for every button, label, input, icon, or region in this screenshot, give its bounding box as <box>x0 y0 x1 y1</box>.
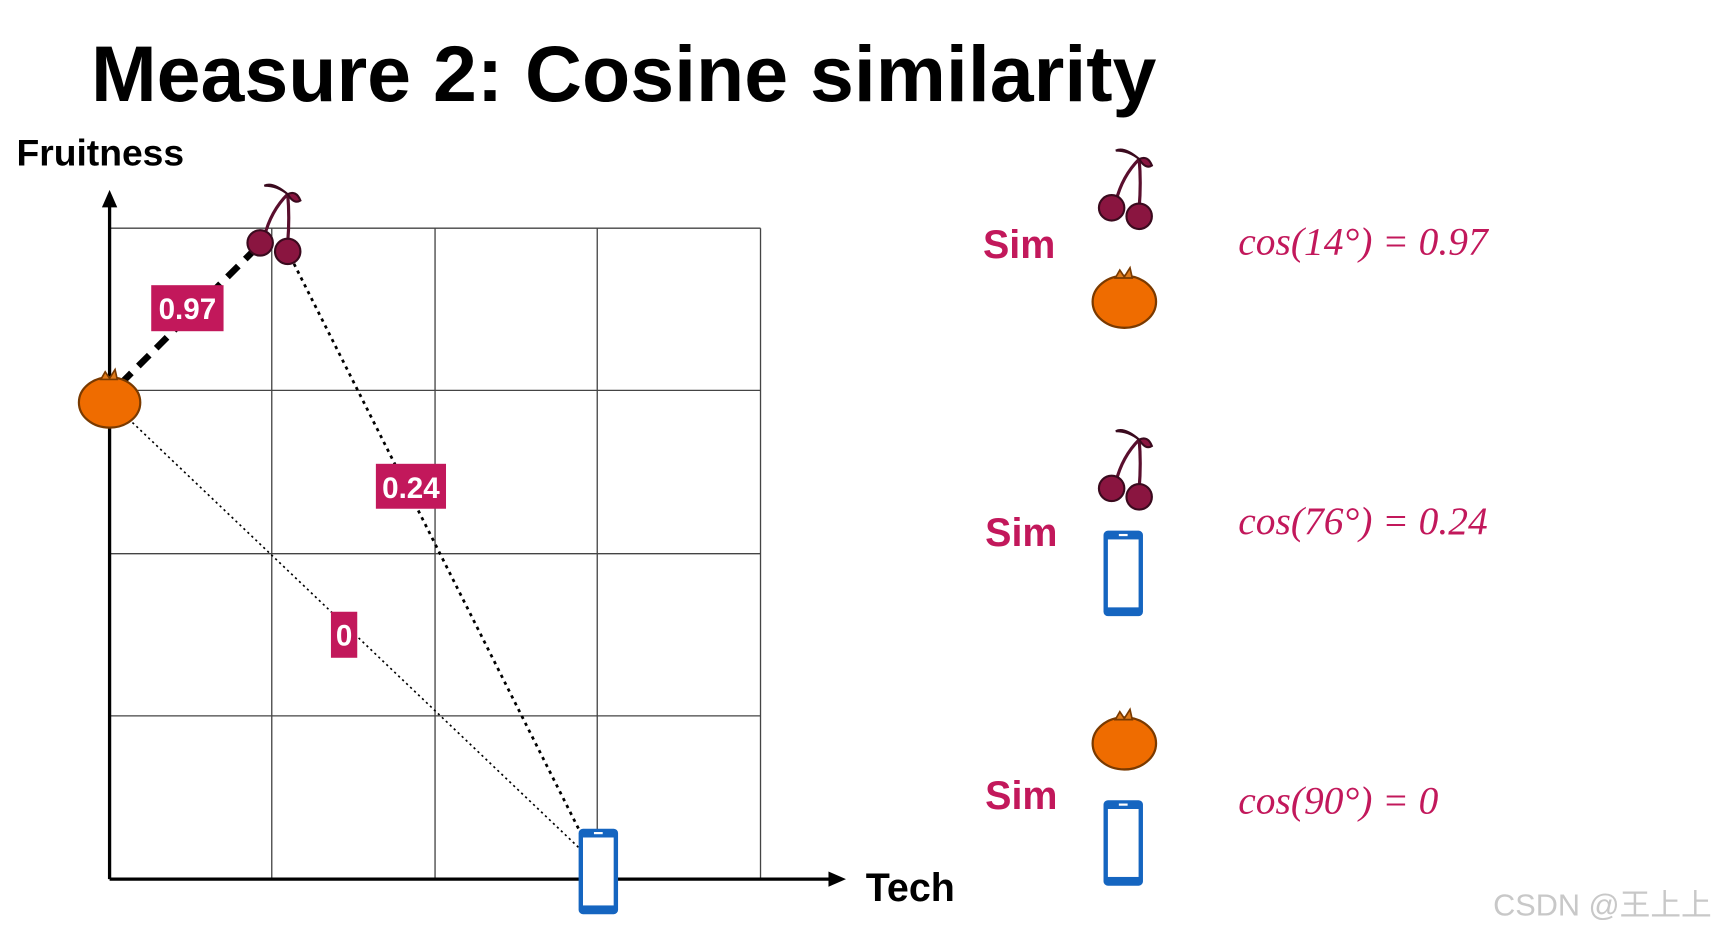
cherry-icon <box>1097 428 1154 512</box>
cosine-formula: cos(76°) = 0.24 <box>1238 499 1487 543</box>
vector-lines <box>118 239 588 851</box>
phone-icon <box>1103 800 1143 886</box>
orange-icon <box>1091 708 1158 771</box>
watermark: CSDN @王上上 <box>1493 887 1712 922</box>
y-axis-label: Fruitness <box>16 132 184 174</box>
edge-label-box <box>375 463 447 509</box>
axes <box>101 189 846 887</box>
edge-label-box <box>330 611 358 658</box>
edge-label: 0.24 <box>382 472 440 505</box>
edge-label-box <box>151 285 224 332</box>
orange-icon <box>1091 266 1158 329</box>
x-axis-label: Tech <box>866 866 955 910</box>
phone-icon <box>1103 530 1143 617</box>
edge-label: 0 <box>336 620 352 653</box>
sim-label: Sim <box>983 223 1055 267</box>
edge-label: 0.97 <box>159 293 217 326</box>
sim-label: Sim <box>985 774 1057 818</box>
cherry-icon <box>245 183 303 266</box>
grid <box>109 227 762 880</box>
sim-label: Sim <box>985 511 1057 555</box>
cherry-icon <box>1097 147 1154 231</box>
slide-title: Measure 2: Cosine similarity <box>91 30 1157 118</box>
cosine-formula: cos(90°) = 0 <box>1238 778 1438 822</box>
phone-icon <box>578 828 619 915</box>
cosine-formula: cos(14°) = 0.97 <box>1238 220 1490 264</box>
orange-icon <box>77 368 142 429</box>
